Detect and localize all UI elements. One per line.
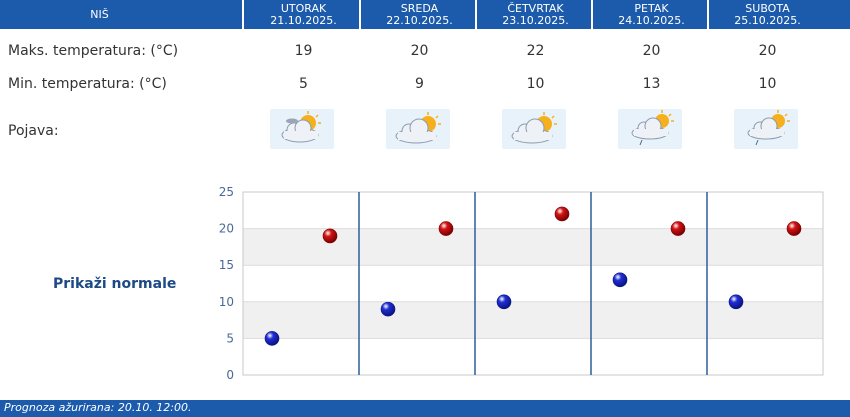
- location-name: NIŠ: [90, 8, 109, 21]
- day-name: UTORAK: [280, 2, 327, 15]
- max-temp-value: 22: [526, 43, 545, 59]
- max-temp-value: 20: [642, 43, 661, 59]
- forecast-updated-text: Prognoza ažurirana: 20.10. 12:00.: [4, 401, 192, 415]
- min-temp-point: [728, 294, 744, 310]
- plot-frame: [242, 191, 824, 376]
- day-header-4: PETAK 24.10.2025.: [594, 0, 709, 29]
- grid-band: [243, 228, 823, 266]
- day-header-5: SUBOTA 25.10.2025.: [710, 0, 825, 29]
- cloudy-light-rain-icon: [618, 109, 682, 149]
- header-divider: [707, 0, 709, 29]
- day-header-3: ČETVRTAK 23.10.2025.: [478, 0, 593, 29]
- max-temp-point: [786, 221, 802, 236]
- grid-band: [243, 301, 823, 339]
- max-temp-label: Maks. temperatura: (°C): [8, 43, 179, 59]
- day-date: 24.10.2025.: [618, 14, 685, 27]
- day-name: PETAK: [634, 2, 669, 15]
- forecast-header: NIŠ UTORAK 21.10.2025. SREDA 22.10.2025.…: [0, 0, 850, 29]
- phenomenon-label: Pojava:: [8, 123, 59, 139]
- min-temp-value: 10: [758, 76, 777, 92]
- header-divider: [591, 0, 593, 29]
- max-temp-point: [554, 206, 570, 222]
- header-divider: [359, 0, 361, 29]
- partly-cloudy-icon: [502, 109, 566, 149]
- day-name: ČETVRTAK: [507, 2, 564, 15]
- min-temp-value: 5: [299, 76, 308, 92]
- y-tick-label: 0: [226, 368, 234, 380]
- header-divider: [242, 0, 244, 29]
- min-temp-point: [496, 294, 512, 310]
- day-header-1: UTORAK 21.10.2025.: [246, 0, 361, 29]
- min-temp-label: Min. temperatura: (°C): [8, 76, 167, 92]
- max-temp-value: 20: [410, 43, 429, 59]
- temperature-chart-area: Prikaži normale 0 5 10 15 20 25: [0, 180, 850, 382]
- min-temp-point: [380, 301, 396, 317]
- min-temp-value: 13: [642, 76, 661, 92]
- y-tick-label: 5: [226, 331, 234, 345]
- show-normals-link[interactable]: Prikaži normale: [53, 276, 177, 292]
- max-temp-value: 20: [758, 43, 777, 59]
- footer-bar: Prognoza ažurirana: 20.10. 12:00.: [0, 400, 850, 417]
- day-date: 23.10.2025.: [502, 14, 569, 27]
- min-temp-value: 9: [415, 76, 424, 92]
- day-date: 22.10.2025.: [386, 14, 453, 27]
- max-temp-point: [322, 228, 338, 244]
- max-temp-point: [670, 221, 686, 236]
- day-name: SUBOTA: [745, 2, 790, 15]
- max-temp-point: [438, 221, 454, 236]
- temperature-chart: 0 5 10 15 20 25: [219, 185, 824, 382]
- min-temp-point: [612, 272, 628, 288]
- y-tick-label: 10: [219, 295, 234, 309]
- header-divider: [475, 0, 477, 29]
- partly-cloudy-icon: [386, 109, 450, 149]
- day-header-2: SREDA 22.10.2025.: [362, 0, 477, 29]
- partly-cloudy-icon: [270, 109, 334, 149]
- day-date: 21.10.2025.: [270, 14, 337, 27]
- updated-label: Prognoza ažurirana:: [4, 401, 115, 414]
- y-tick-label: 25: [219, 185, 234, 199]
- cloudy-light-rain-icon: [734, 109, 798, 149]
- day-name: SREDA: [400, 2, 439, 15]
- min-temp-value: 10: [526, 76, 545, 92]
- y-tick-label: 15: [219, 258, 234, 272]
- y-tick-label: 20: [219, 222, 234, 236]
- min-temp-point: [264, 331, 280, 346]
- day-date: 25.10.2025.: [734, 14, 801, 27]
- updated-value: 20.10. 12:00.: [117, 401, 192, 414]
- max-temp-value: 19: [294, 43, 313, 59]
